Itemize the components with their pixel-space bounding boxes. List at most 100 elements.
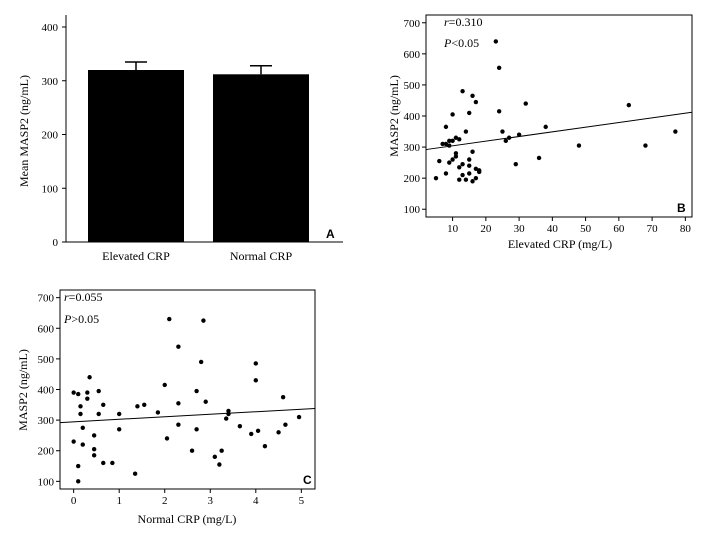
- panel-b-point: [450, 138, 455, 144]
- panel-c-point: [85, 396, 90, 401]
- panel-b-p-value: <0.05: [451, 36, 479, 50]
- panel-c-point: [80, 425, 85, 430]
- panel-c-point: [132, 471, 138, 476]
- panel-b-point: [453, 151, 459, 156]
- panel-b-y-axis-label: MASP2 (ng/mL): [387, 75, 401, 157]
- panel-c-x-tick-label: 3: [208, 495, 214, 507]
- panel-c-point: [91, 453, 97, 458]
- panel-b-y-tick-label: 500: [404, 80, 421, 92]
- panel-a-y-axis-label: Mean MASP2 (ng/mL): [17, 75, 31, 187]
- panel-c-point: [198, 359, 204, 365]
- panel-c-point: [116, 427, 122, 432]
- panel-b-x-tick-label: 60: [613, 223, 625, 235]
- panel-b-point: [643, 143, 648, 148]
- panel-c-point: [203, 399, 208, 404]
- panel-b-point: [516, 132, 522, 137]
- panel-c-x-tick-label: 0: [71, 495, 77, 507]
- panel-b-point: [496, 109, 502, 114]
- panel-b-point: [467, 163, 472, 168]
- panel-b-point: [543, 124, 548, 130]
- panel-c-y-tick-label: 400: [38, 385, 55, 397]
- panel-c-point: [212, 454, 218, 460]
- panel-c-y-tick-label: 200: [38, 446, 55, 458]
- panel-c-point: [167, 316, 172, 322]
- panel-c-point: [96, 411, 101, 417]
- panel-c-point: [176, 401, 181, 406]
- panel-b-point: [447, 160, 452, 165]
- panel-b-y-tick-label: 700: [404, 18, 421, 30]
- panel-c-point: [71, 439, 76, 444]
- panel-c-point: [71, 390, 76, 395]
- panel-c-p-value: >0.05: [71, 312, 99, 326]
- panel-b-letter: B: [677, 201, 686, 215]
- panel-c-point: [101, 402, 106, 408]
- panel-b-point: [437, 158, 442, 164]
- panel-b-point: [463, 177, 469, 182]
- panel-c-point: [253, 378, 259, 383]
- panel-b-y-tick-label: 600: [404, 49, 421, 61]
- panel-b-y-tick-label: 100: [404, 204, 421, 216]
- panel-c-scatter-chart: 0 1 2 3 4 5 100 200 300 400 500 600 700 MASP2 (ng/mL…: [16, 289, 316, 526]
- panel-b-point: [503, 138, 508, 144]
- panel-c-y-tick-label: 700: [38, 293, 55, 305]
- panel-a-bar: [88, 70, 184, 242]
- panel-b-point: [443, 124, 449, 130]
- panel-b-point: [463, 129, 469, 134]
- panel-b-point: [576, 143, 582, 148]
- panel-c-point: [162, 382, 167, 388]
- panel-a-category-label: Normal CRP: [230, 249, 293, 263]
- panel-c-x-tick-label: 2: [162, 495, 168, 507]
- panel-b-point: [457, 177, 462, 182]
- panel-b-point: [450, 112, 455, 117]
- panel-b-point: [467, 157, 472, 162]
- panel-c-point: [219, 448, 224, 453]
- panel-b-x-tick-label: 70: [647, 223, 659, 235]
- panel-c-point: [135, 404, 140, 409]
- panel-c-point: [85, 390, 90, 395]
- panel-a-y-ticks: 0 100 200 300 400: [42, 22, 66, 249]
- panel-b-scatter-chart: 10 20 30 40 50 60 70 80 100 200 300 400 500 600 700 MA…: [387, 14, 693, 251]
- panel-c-point: [91, 447, 97, 452]
- panel-c-ticks: 0 1 2 3 4 5 100 200 300 400 500 600 700: [38, 293, 305, 507]
- panel-b-point: [500, 129, 505, 134]
- panel-b-point: [473, 175, 479, 181]
- panel-c-point: [253, 361, 259, 366]
- panel-c-point: [237, 424, 243, 429]
- panel-c-point: [78, 404, 83, 409]
- panel-c-point: [283, 422, 288, 427]
- panel-c-point: [142, 402, 147, 408]
- panel-b-point: [433, 175, 439, 181]
- panel-c-point: [217, 462, 222, 467]
- panel-c-point: [276, 430, 281, 435]
- panel-c-point: [116, 411, 122, 417]
- panel-c-p-stat: P>0.05: [63, 312, 99, 326]
- panel-a-bar: [213, 74, 309, 242]
- panel-b-point: [513, 161, 518, 167]
- panel-c-point: [155, 410, 161, 415]
- panel-b-point: [460, 88, 465, 94]
- panel-b-point: [467, 110, 472, 116]
- panel-b-x-tick-label: 30: [514, 223, 526, 235]
- panel-b-point: [496, 65, 502, 71]
- panel-b-point: [473, 99, 479, 105]
- panel-b-point: [506, 135, 512, 140]
- panel-c-r-stat: r=0.055: [64, 290, 102, 304]
- panel-c-x-axis-label: Normal CRP (mg/L): [138, 512, 237, 526]
- panel-b-p-symbol: P: [443, 36, 452, 50]
- panel-b-p-stat: P<0.05: [443, 36, 479, 50]
- panel-c-y-axis-label: MASP2 (ng/mL): [16, 349, 30, 431]
- panel-c-y-tick-label: 600: [38, 323, 55, 335]
- panel-a-letter: A: [326, 227, 335, 241]
- panel-b-x-tick-label: 40: [547, 223, 559, 235]
- panel-b-point: [447, 143, 452, 148]
- panel-c-point: [101, 460, 106, 466]
- panel-b-point: [470, 179, 475, 184]
- panel-c-point: [262, 443, 268, 449]
- panel-c-p-symbol: P: [63, 312, 72, 326]
- panel-b-ticks: 10 20 30 40 50 60 70 80 100 200 300 400 500 600 700: [404, 18, 692, 235]
- panel-c-r-symbol: r: [64, 290, 69, 304]
- panel-b-y-tick-label: 400: [404, 111, 421, 123]
- panel-c-y-tick-label: 100: [38, 476, 55, 488]
- panel-c-point: [80, 442, 85, 447]
